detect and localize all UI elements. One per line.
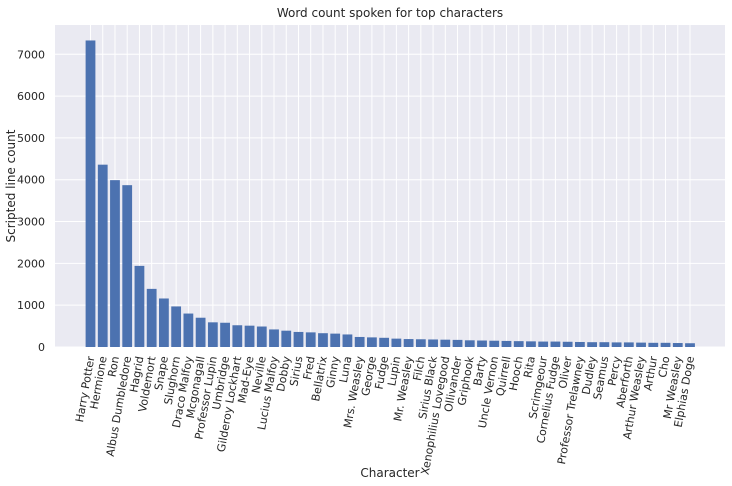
bar — [501, 340, 512, 347]
x-tick-label: Rita — [521, 355, 538, 379]
x-tick-label: Hooch — [507, 355, 526, 392]
bar — [269, 329, 279, 347]
bar — [220, 322, 230, 347]
x-axis-title: Character — [360, 466, 419, 480]
bar — [195, 317, 206, 347]
bar — [342, 334, 353, 347]
y-axis-title: Scripted line count — [4, 129, 18, 242]
y-tick-label: 6000 — [17, 90, 45, 103]
plot-area — [55, 25, 725, 347]
bar — [440, 339, 451, 347]
bar — [122, 185, 133, 347]
bar — [159, 298, 169, 347]
bar — [146, 288, 157, 347]
x-tick-label: Filch — [411, 355, 428, 382]
x-tick-label: Lupin — [385, 355, 403, 387]
bar — [330, 333, 341, 347]
bar — [171, 306, 182, 347]
y-tick-label: 7000 — [17, 48, 45, 61]
bar — [281, 330, 292, 347]
x-tick-label: Hagrid — [127, 355, 146, 393]
x-tick-label: Ginny — [324, 355, 342, 389]
y-axis-ticks: 0 1000 2000 3000 4000 5000 6000 7000 — [17, 48, 45, 354]
x-tick-label: Percy — [606, 355, 624, 387]
bar — [134, 265, 145, 347]
x-tick-label: Luna — [337, 355, 354, 383]
bar — [318, 333, 328, 347]
bar — [403, 339, 414, 347]
bar — [110, 180, 120, 347]
x-tick-label: Neville — [249, 355, 268, 394]
bar — [660, 342, 671, 347]
bar — [293, 331, 304, 347]
bar — [587, 342, 598, 347]
bar — [562, 341, 573, 347]
bar — [452, 339, 463, 347]
bar — [391, 338, 402, 347]
bar — [477, 340, 487, 347]
bar — [244, 325, 255, 347]
bar — [599, 342, 610, 347]
bar — [623, 342, 634, 347]
x-tick-label: Cho — [656, 355, 673, 379]
x-tick-label: Ron — [105, 355, 121, 378]
bar — [464, 340, 475, 347]
x-tick-label: Barty — [471, 355, 489, 387]
y-tick-label: 3000 — [17, 216, 45, 229]
bar — [415, 339, 426, 347]
bar — [379, 337, 390, 347]
bar — [85, 40, 96, 348]
bar — [367, 337, 377, 347]
bar — [428, 339, 438, 347]
bars — [85, 40, 695, 348]
bar — [232, 325, 243, 347]
chart-title: Word count spoken for top characters — [277, 6, 503, 20]
bar — [354, 336, 365, 347]
bar — [207, 322, 218, 347]
y-tick-label: 4000 — [17, 174, 45, 187]
bar — [489, 340, 500, 347]
x-tick-label: Sirius — [287, 355, 305, 387]
bar — [550, 341, 561, 347]
bar — [611, 342, 622, 347]
bar — [526, 341, 536, 347]
y-tick-label: 2000 — [17, 257, 45, 270]
x-tick-label: Dobby — [274, 355, 293, 393]
x-tick-label: Snape — [152, 355, 171, 391]
bar — [305, 332, 316, 347]
bar — [574, 341, 585, 347]
x-tick-label: Fudge — [372, 355, 391, 390]
y-tick-label: 5000 — [17, 132, 45, 145]
x-tick-label: Arthur — [641, 355, 660, 392]
bar — [183, 313, 194, 347]
x-tick-label: Fred — [301, 355, 318, 380]
bar — [636, 342, 646, 347]
bar — [513, 341, 524, 347]
bar — [672, 343, 683, 347]
bar — [256, 326, 267, 347]
x-tick-label: Oliver — [556, 355, 575, 390]
y-tick-label: 0 — [38, 341, 45, 354]
y-tick-label: 1000 — [17, 299, 45, 312]
bar — [538, 341, 549, 347]
bar — [685, 343, 695, 347]
bar — [648, 342, 659, 347]
bar — [97, 164, 108, 347]
